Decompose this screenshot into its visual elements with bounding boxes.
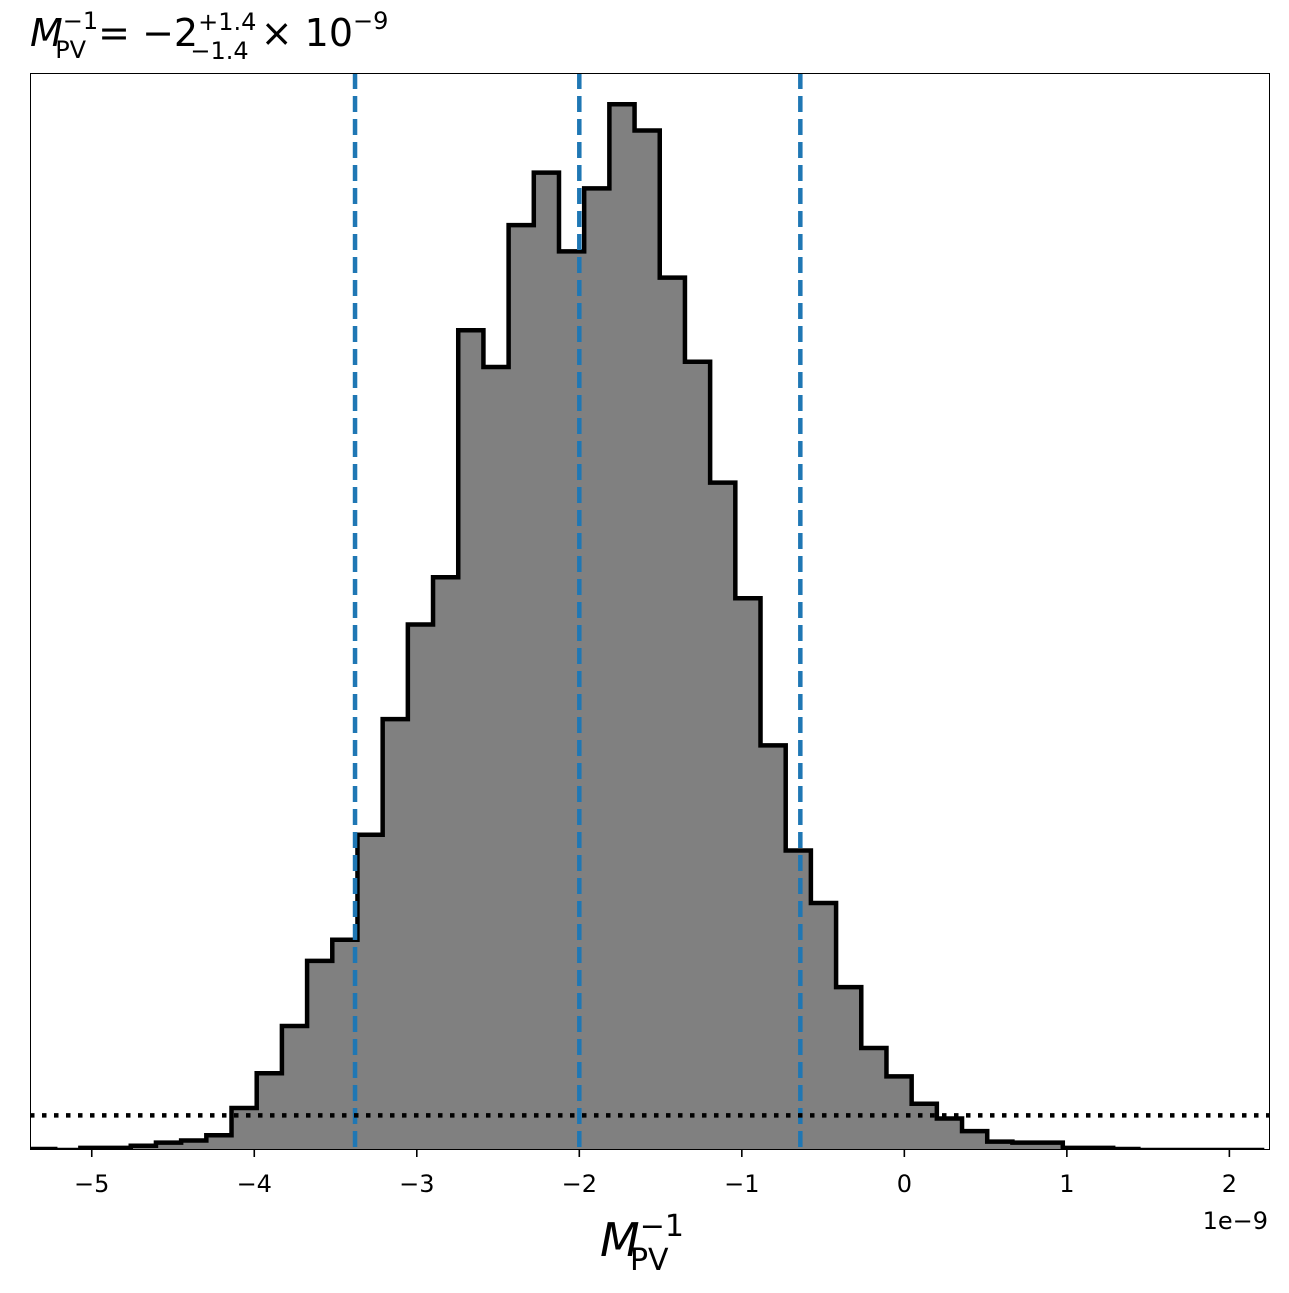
title-exponent: −9	[353, 7, 388, 35]
x-axis-label: M−1 PV	[600, 1209, 684, 1278]
x-tick-label: −3	[399, 1170, 434, 1198]
xlabel-superscript: −1	[640, 1209, 684, 1244]
title-base: M	[30, 11, 63, 55]
x-axis-ticks: −5 −4 −3 −2 −1 0 1 2	[74, 1150, 1237, 1198]
x-tick-label: −1	[724, 1170, 759, 1198]
x-tick-label: 0	[897, 1170, 912, 1198]
x-offset-label: 1e−9	[1203, 1207, 1268, 1235]
x-tick-label: −5	[74, 1170, 109, 1198]
x-tick-label: 2	[1222, 1170, 1237, 1198]
title-upper-error: +1.4	[198, 8, 256, 36]
chart-title: M−1 PV = −2+1.4 −1.4 × 10−9	[30, 7, 388, 65]
histogram-outline	[30, 102, 1265, 1150]
xlabel-base: M	[600, 1213, 640, 1267]
title-equals: = −2	[86, 11, 198, 55]
title-base-subscript: PV	[55, 36, 86, 64]
x-tick-label: −4	[237, 1170, 272, 1198]
title-lower-error: −1.4	[190, 37, 248, 65]
plot-area	[30, 73, 1270, 1150]
xlabel-subscript: PV	[630, 1243, 669, 1278]
x-tick-label: 1	[1059, 1170, 1074, 1198]
x-tick-label: −2	[562, 1170, 597, 1198]
title-times: × 10	[249, 11, 353, 55]
title-base-superscript: −1	[63, 7, 98, 35]
quantile-lines	[352, 73, 803, 1150]
histogram-fill	[30, 104, 1265, 1150]
